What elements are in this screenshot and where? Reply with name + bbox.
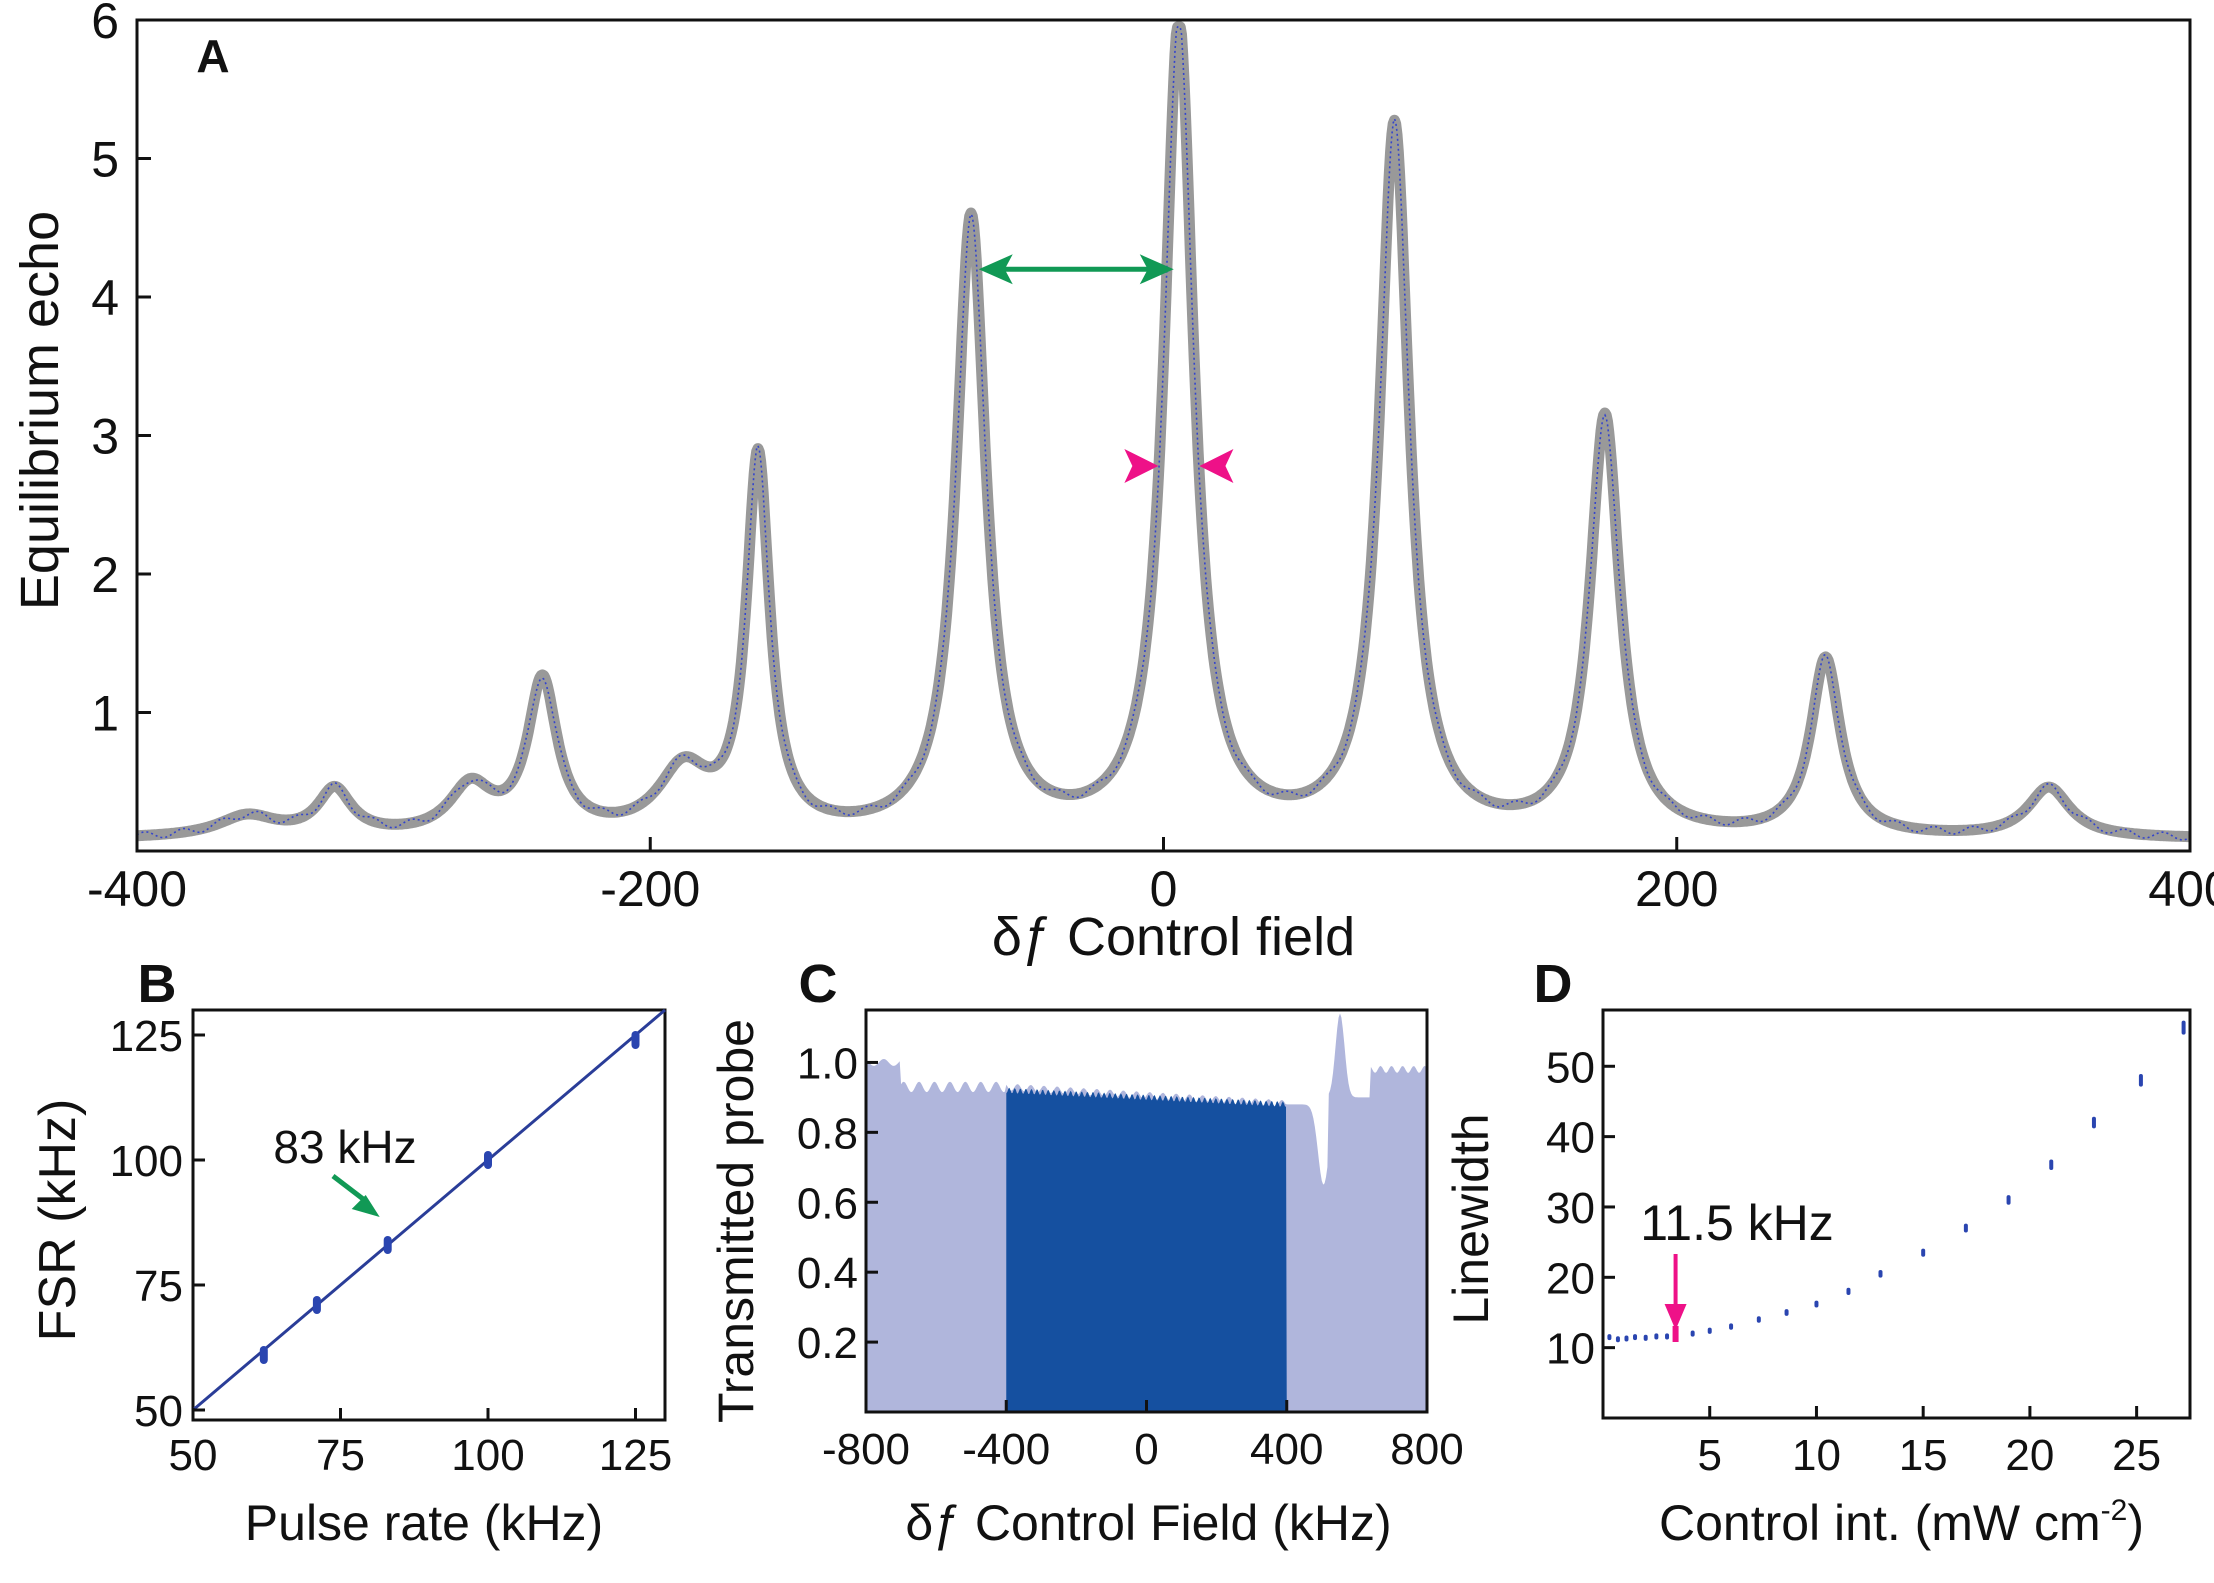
panel-a-xtick-label: 200	[1635, 861, 1718, 917]
panel-d-ytick-label: 30	[1546, 1184, 1595, 1233]
panel-d-data-point	[1691, 1331, 1695, 1337]
panel-d-xtick-label: 5	[1697, 1431, 1721, 1480]
panel-b-data-point	[313, 1296, 321, 1314]
panel-c-xtick-label: 0	[1134, 1425, 1158, 1474]
panel-b-data-point	[260, 1346, 268, 1364]
panel-a-letter: A	[196, 30, 229, 82]
panel-d-data-point	[2139, 1074, 2143, 1087]
panel-b-xtick-label: 75	[316, 1431, 365, 1480]
panel-b-letter: B	[138, 954, 177, 1014]
panel-a-xtick-label: -200	[600, 861, 700, 917]
panel-d-data-point	[1633, 1334, 1637, 1340]
panel-b-annotation-label: 83 kHz	[273, 1121, 416, 1173]
panel-c-dark-band	[1006, 1088, 1287, 1412]
panel-d-data-point	[1607, 1334, 1611, 1340]
panel-a-ytick-label: 2	[91, 547, 119, 603]
panel-a-ytick-label: 1	[91, 686, 119, 742]
panel-d-annotation-label: 11.5 kHz	[1640, 1195, 1834, 1251]
panel-d-data-point	[1814, 1301, 1818, 1308]
panel-c-xtick-label: 800	[1390, 1425, 1463, 1474]
panel-c-ytick-label: 0.6	[797, 1179, 858, 1228]
panel-a-ytick-label: 5	[91, 132, 119, 188]
panel-d-xlabel-superscript: -2	[2101, 1494, 2128, 1527]
panel-d-letter: D	[1534, 954, 1573, 1014]
panel-c-letter: C	[799, 954, 838, 1014]
panel-d-xtick-label: 10	[1792, 1431, 1841, 1480]
panel-c-ytick-label: 0.2	[797, 1319, 858, 1368]
panel-b-annotation-arrowhead	[352, 1195, 380, 1217]
panel-d-data-point	[1654, 1333, 1658, 1339]
panel-b-data-point	[632, 1031, 640, 1049]
panel-b-xtick-label: 125	[599, 1431, 672, 1480]
panel-d-ytick-label: 40	[1546, 1114, 1595, 1163]
panel-a-ytick-label: 4	[91, 270, 119, 326]
panel-a-fit-line	[137, 27, 2190, 837]
panel-d-ylabel: Linewidth	[1443, 1113, 1499, 1324]
panel-d-xlabel-main: Control int. (mW cm	[1659, 1495, 2101, 1551]
panel-b-xtick-label: 100	[451, 1431, 524, 1480]
panel-d-data-point	[2182, 1021, 2186, 1035]
panel-b-xtick-label: 50	[169, 1431, 218, 1480]
panel-c-xtick-label: -400	[962, 1425, 1050, 1474]
panel-d-xtick-label: 20	[2005, 1431, 2054, 1480]
panel-b-data-point	[384, 1236, 392, 1254]
panel-d-data-point	[1616, 1336, 1620, 1342]
panel-b-ylabel: FSR (kHz)	[29, 1099, 87, 1342]
panel-d-xtick-label: 25	[2112, 1431, 2161, 1480]
panel-d-data-point	[2049, 1160, 2053, 1170]
panel-d-xlabel: Control int. (mW cm-2)	[1659, 1494, 2144, 1551]
panel-d-data-point	[1785, 1309, 1789, 1316]
panel-d-xtick-label: 15	[1899, 1431, 1948, 1480]
panel-c-xtick-label: 400	[1250, 1425, 1323, 1474]
panel-b-ytick-label: 100	[110, 1137, 183, 1186]
panel-d-data-point	[1665, 1333, 1669, 1339]
panel-b-ytick-label: 50	[134, 1387, 183, 1436]
panel-d-data-point	[1964, 1224, 1968, 1233]
panel-b-ytick-label: 125	[110, 1012, 183, 1061]
panel-c-ytick-label: 0.4	[797, 1249, 858, 1298]
panel-c-ytick-label: 0.8	[797, 1109, 858, 1158]
panel-d-data-point	[2007, 1195, 2011, 1205]
panel-b-xlabel: Pulse rate (kHz)	[245, 1495, 603, 1551]
panel-d-xlabel-end: )	[2127, 1495, 2144, 1551]
panel-d-data-point	[1624, 1335, 1628, 1341]
panel-a-ytick-label: 3	[91, 409, 119, 465]
panel-c-xlabel: δƒ Control Field (kHz)	[905, 1495, 1391, 1551]
panel-d-data-point	[1729, 1323, 1733, 1329]
panel-d-data-point	[1757, 1316, 1761, 1323]
panel-a-ylabel: Equilibrium echo	[10, 211, 70, 610]
panel-a-xlabel: δƒ Control field	[992, 907, 1355, 967]
panel-b-ytick-label: 75	[134, 1262, 183, 1311]
panel-c-ylabel: Transmitted probe	[708, 1019, 764, 1423]
panel-d-data-point	[1878, 1270, 1882, 1278]
panel-d-ytick-label: 50	[1546, 1043, 1595, 1092]
panel-c-xtick-label: -800	[822, 1425, 910, 1474]
panel-c-ytick-label: 1.0	[797, 1039, 858, 1088]
panel-d-ytick-label: 10	[1546, 1325, 1595, 1374]
panel-d-data-point	[1708, 1328, 1712, 1334]
panel-a-ytick-label: 6	[91, 0, 119, 49]
panel-a-xtick-label: 400	[2148, 861, 2214, 917]
panel-d-data-point	[2092, 1117, 2096, 1129]
panel-b-annotation-arrow-shaft	[333, 1176, 366, 1201]
figure: 1 2 3 4 5 6 -400 -200 0 200 400 δƒ Control field Equ…	[0, 0, 2214, 1583]
panel-d-ytick-label: 20	[1546, 1254, 1595, 1303]
panel-d-data-point	[1921, 1249, 1925, 1257]
panel-d-data-point	[1846, 1288, 1850, 1295]
panel-d-annotated-point	[1673, 1326, 1679, 1342]
panel-a-xtick-label: -400	[87, 861, 187, 917]
panel-b-data-point	[484, 1151, 492, 1169]
panel-d-data-point	[1644, 1335, 1648, 1341]
